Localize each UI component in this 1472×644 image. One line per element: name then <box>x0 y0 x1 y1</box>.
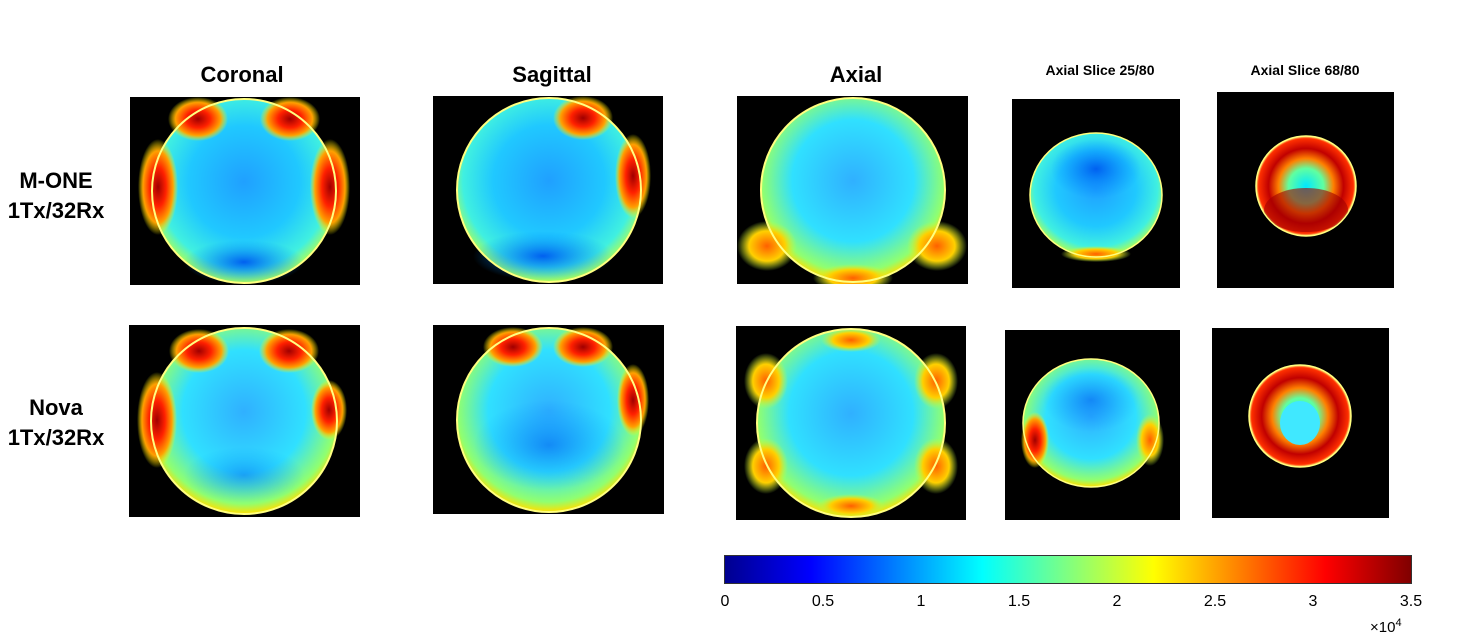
colorbar-exponent-power: 4 <box>1395 617 1402 629</box>
image-m-one-axial-slice-68 <box>1217 92 1394 288</box>
image-nova-axial-slice-68 <box>1212 328 1389 518</box>
colorbar-tick-1: 1 <box>916 593 926 610</box>
image-nova-coronal <box>129 325 360 517</box>
colorbar-tick-3.5: 3.5 <box>1399 593 1423 610</box>
column-title-sagittal: Sagittal <box>512 62 592 87</box>
colorbar-tick-0: 0 <box>720 593 730 610</box>
column-title-axial: Axial <box>829 62 883 87</box>
image-m-one-sagittal <box>433 96 663 284</box>
colorbar-tick-2.5: 2.5 <box>1203 593 1227 610</box>
row-label-nova-line2: 1Tx/32Rx <box>7 425 105 450</box>
row-label-nova: Nova 1Tx/32Rx <box>0 393 112 453</box>
colorbar-tick-2: 2 <box>1112 593 1122 610</box>
image-m-one-axial-slice-25 <box>1012 99 1180 288</box>
column-title-axial-slice-25: Axial Slice 25/80 <box>1045 62 1155 78</box>
colorbar <box>724 555 1412 584</box>
colorbar-tick-1.5: 1.5 <box>1007 593 1031 610</box>
image-m-one-axial <box>737 96 968 284</box>
image-nova-axial-slice-25 <box>1005 330 1180 520</box>
row-label-m-one-line2: 1Tx/32Rx <box>7 198 105 223</box>
row-label-nova-line1: Nova <box>29 395 83 420</box>
column-title-axial-slice-68: Axial Slice 68/80 <box>1250 62 1360 78</box>
colorbar-tick-3: 3 <box>1308 593 1318 610</box>
column-title-coronal: Coronal <box>200 62 284 87</box>
row-label-m-one-line1: M-ONE <box>19 168 93 193</box>
colorbar-exponent: ×104 <box>1370 617 1402 636</box>
image-nova-axial <box>736 326 966 520</box>
row-label-m-one: M-ONE 1Tx/32Rx <box>0 166 112 226</box>
colorbar-exponent-base: ×10 <box>1370 619 1396 636</box>
colorbar-tick-0.5: 0.5 <box>811 593 835 610</box>
image-nova-sagittal <box>433 325 664 514</box>
image-m-one-coronal <box>130 97 360 285</box>
